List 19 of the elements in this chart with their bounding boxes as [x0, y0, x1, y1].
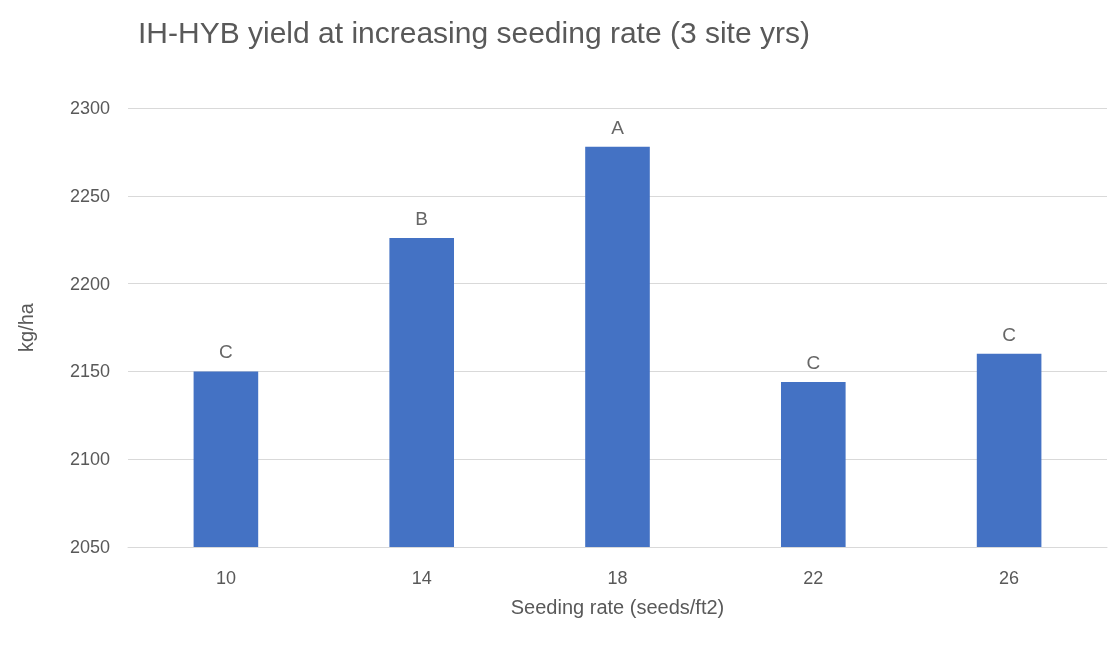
- x-tick-label: 10: [215, 568, 236, 588]
- x-tick-label: 22: [803, 568, 824, 588]
- annotation: C: [1002, 323, 1016, 345]
- y-tick-label: 2200: [69, 273, 110, 294]
- annotation: A: [611, 116, 625, 138]
- y-tick-label: 2300: [69, 98, 110, 118]
- y-tick-label: 2100: [69, 449, 110, 470]
- annotation: C: [219, 341, 233, 363]
- x-tick-label: 26: [999, 568, 1020, 588]
- x-axis-title: Seeding rate (seeds/ft2): [510, 596, 725, 618]
- chart-title: IH-HYB yield at increasing seeding rate (3 site yrs): [138, 15, 810, 49]
- y-axis-title: kg/ha: [15, 302, 37, 352]
- y-tick-label: 2050: [69, 537, 110, 557]
- y-tick-label: 2250: [69, 185, 110, 206]
- x-tick-label: 14: [411, 568, 432, 588]
- annotation: B: [415, 207, 429, 229]
- y-tick-label: 2150: [69, 361, 110, 382]
- annotation: C: [806, 351, 821, 373]
- x-tick-label: 18: [607, 568, 628, 588]
